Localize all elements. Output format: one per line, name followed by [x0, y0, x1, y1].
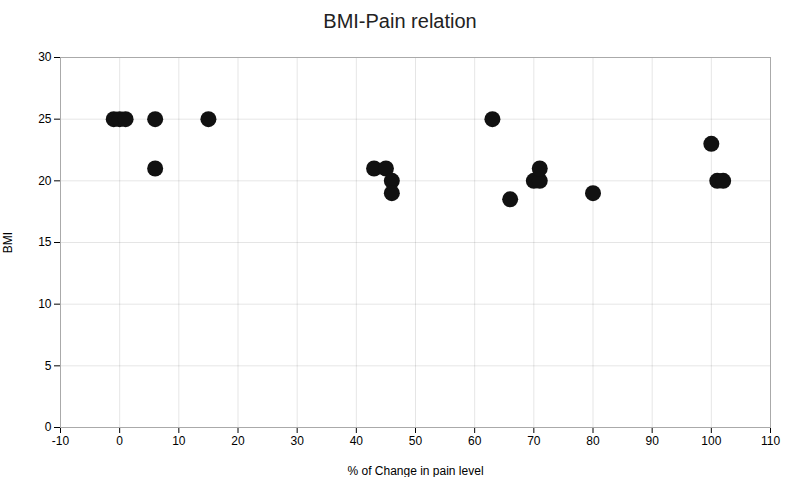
- svg-text:40: 40: [350, 434, 364, 448]
- svg-text:100: 100: [701, 434, 721, 448]
- svg-text:80: 80: [586, 434, 600, 448]
- svg-text:10: 10: [172, 434, 186, 448]
- svg-text:20: 20: [231, 434, 245, 448]
- svg-text:110: 110: [761, 434, 780, 448]
- svg-text:-10: -10: [52, 434, 70, 448]
- svg-text:50: 50: [409, 434, 423, 448]
- svg-text:30: 30: [38, 50, 52, 64]
- svg-text:BMI: BMI: [1, 232, 15, 253]
- svg-text:90: 90: [645, 434, 659, 448]
- svg-text:20: 20: [38, 174, 52, 188]
- svg-text:15: 15: [38, 235, 52, 249]
- svg-text:30: 30: [290, 434, 304, 448]
- svg-text:60: 60: [468, 434, 482, 448]
- svg-text:0: 0: [116, 434, 123, 448]
- svg-text:25: 25: [38, 112, 52, 126]
- html-text:BMI-Pain relation: BMI-Pain relation: [323, 10, 477, 32]
- svg-text:10: 10: [38, 297, 52, 311]
- svg-text:0: 0: [45, 420, 52, 434]
- svg-text:70: 70: [527, 434, 541, 448]
- svg-text:% of Change in pain level: % of Change in pain level: [347, 464, 483, 478]
- svg-text:5: 5: [45, 359, 52, 373]
